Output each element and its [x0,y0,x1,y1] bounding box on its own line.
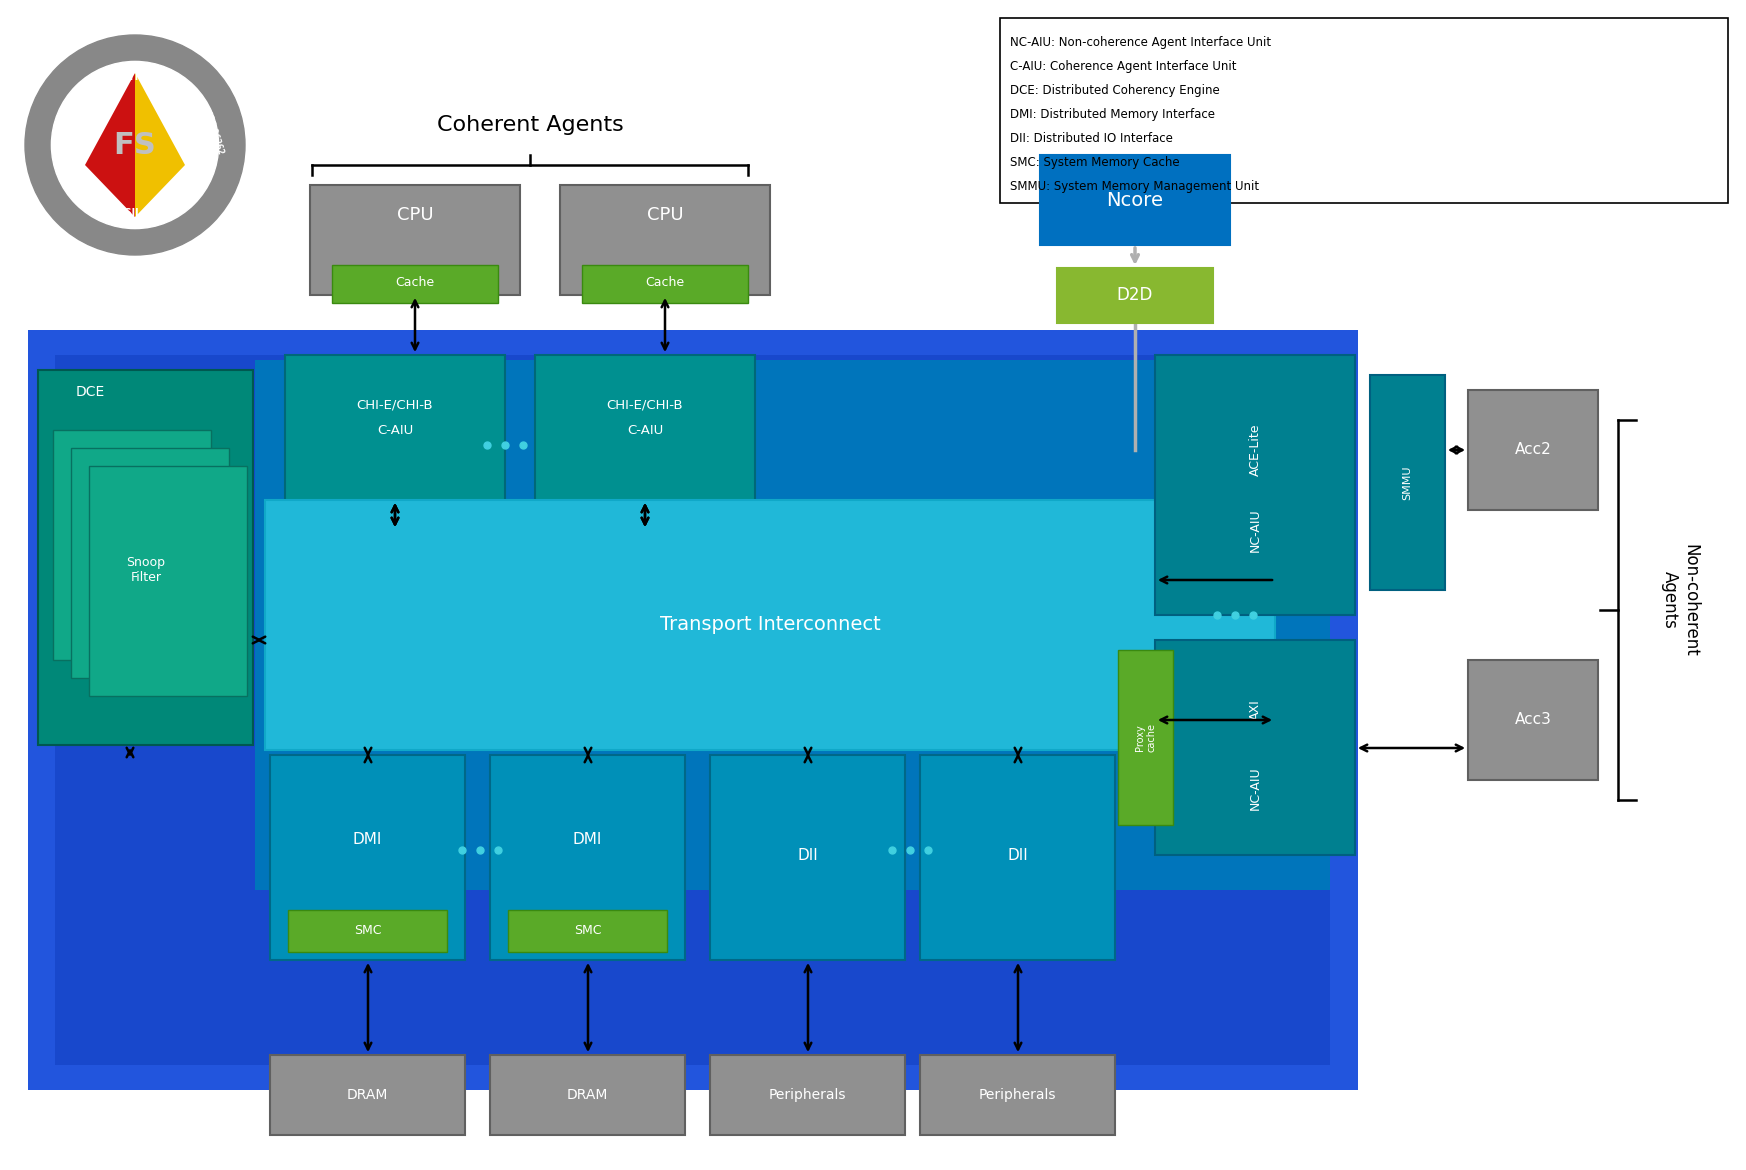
Text: Cache: Cache [395,276,435,289]
Text: NC-AIU: Non-coherence Agent Interface Unit: NC-AIU: Non-coherence Agent Interface Un… [1009,36,1271,49]
FancyBboxPatch shape [271,1055,464,1135]
FancyBboxPatch shape [491,1055,684,1135]
Text: Snoop
Filter: Snoop Filter [126,556,166,584]
FancyBboxPatch shape [1468,660,1598,780]
Polygon shape [134,73,185,216]
Text: DCE: DCE [77,385,105,399]
FancyBboxPatch shape [1117,651,1173,825]
Text: CHI-E/CHI-B: CHI-E/CHI-B [606,399,683,412]
Text: ACE-Lite: ACE-Lite [1248,424,1262,476]
FancyBboxPatch shape [285,355,505,530]
Text: NC-AIU: NC-AIU [1248,766,1262,810]
Text: Non-coherent
Agents: Non-coherent Agents [1660,544,1699,656]
FancyBboxPatch shape [920,1055,1116,1135]
FancyBboxPatch shape [711,1055,904,1135]
Text: DRAM: DRAM [346,1088,388,1102]
FancyBboxPatch shape [1156,640,1355,855]
Text: Cache: Cache [646,276,684,289]
FancyBboxPatch shape [534,355,754,530]
FancyBboxPatch shape [491,755,684,961]
FancyBboxPatch shape [1371,376,1446,590]
FancyBboxPatch shape [332,264,498,303]
FancyBboxPatch shape [265,500,1275,750]
FancyBboxPatch shape [89,466,246,696]
Text: SMC: System Memory Cache: SMC: System Memory Cache [1009,156,1180,168]
Text: ASIL D: ASIL D [117,208,154,218]
Text: DCE: Distributed Coherency Engine: DCE: Distributed Coherency Engine [1009,84,1220,97]
Circle shape [51,61,218,228]
Text: DMI: DMI [573,833,602,847]
Text: Peripherals: Peripherals [768,1088,845,1102]
FancyBboxPatch shape [52,431,211,660]
Text: D2D: D2D [1117,287,1152,304]
FancyBboxPatch shape [920,755,1116,961]
FancyBboxPatch shape [1056,268,1213,323]
Text: NC-AIU: NC-AIU [1248,508,1262,552]
FancyBboxPatch shape [56,355,1330,1065]
Text: DRAM: DRAM [566,1088,608,1102]
FancyBboxPatch shape [38,370,253,745]
Text: AXI: AXI [1248,700,1262,721]
FancyBboxPatch shape [271,755,464,961]
FancyBboxPatch shape [288,910,447,952]
Text: DMI: Distributed Memory Interface: DMI: Distributed Memory Interface [1009,108,1215,121]
Text: Transport Interconnect: Transport Interconnect [660,615,880,634]
Text: Coherent Agents: Coherent Agents [436,115,623,135]
FancyBboxPatch shape [1000,18,1729,204]
Text: SMMU: System Memory Management Unit: SMMU: System Memory Management Unit [1009,180,1259,193]
FancyBboxPatch shape [711,755,904,961]
Text: FS: FS [113,131,157,159]
Text: SMMU: SMMU [1402,466,1413,500]
Text: Peripherals: Peripherals [978,1088,1056,1102]
FancyBboxPatch shape [560,185,770,295]
Text: DII: Distributed IO Interface: DII: Distributed IO Interface [1009,132,1173,145]
FancyBboxPatch shape [508,910,667,952]
Text: SMC: SMC [354,923,381,936]
FancyBboxPatch shape [72,448,229,677]
Text: DMI: DMI [353,833,382,847]
FancyBboxPatch shape [1468,390,1598,510]
FancyBboxPatch shape [1156,355,1355,615]
Polygon shape [86,73,134,216]
FancyBboxPatch shape [28,330,1358,1090]
FancyBboxPatch shape [1041,154,1229,245]
Text: CERTIFIED: CERTIFIED [107,71,162,82]
Text: CHI-E/CHI-B: CHI-E/CHI-B [356,399,433,412]
Text: C-AIU: C-AIU [627,424,663,436]
FancyBboxPatch shape [581,264,747,303]
Circle shape [24,35,244,255]
Text: Ncore: Ncore [1107,191,1163,209]
Text: C-AIU: C-AIU [377,424,414,436]
Text: ISO 26262: ISO 26262 [203,111,225,156]
Text: Proxy
cache: Proxy cache [1135,723,1156,752]
Text: CPU: CPU [646,206,683,223]
Text: Acc2: Acc2 [1514,442,1552,457]
Text: SMC: SMC [574,923,601,936]
FancyBboxPatch shape [255,360,1330,890]
FancyBboxPatch shape [311,185,520,295]
Text: CPU: CPU [396,206,433,223]
Text: DII: DII [798,847,817,862]
Text: DII: DII [1007,847,1028,862]
Text: exida: exida [49,118,66,147]
Text: Acc3: Acc3 [1514,713,1552,728]
Text: C-AIU: Coherence Agent Interface Unit: C-AIU: Coherence Agent Interface Unit [1009,60,1236,73]
